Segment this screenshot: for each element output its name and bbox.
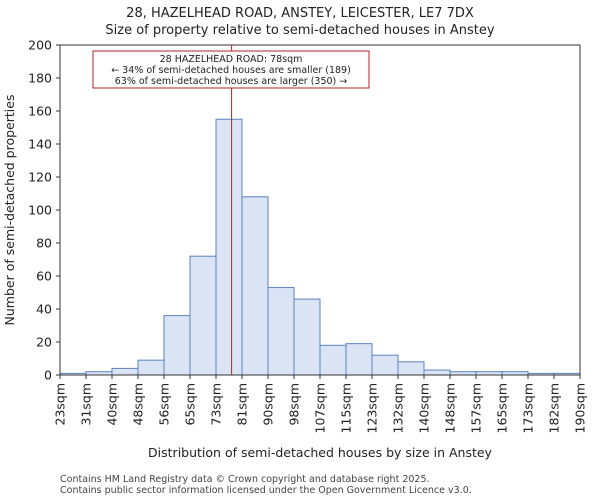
annotation-line-2: 63% of semi-detached houses are larger (… xyxy=(115,76,348,87)
chart-title-address: 28, HAZELHEAD ROAD, ANSTEY, LEICESTER, L… xyxy=(126,6,474,21)
y-tick-label-20: 20 xyxy=(36,335,52,350)
annotation-box xyxy=(92,50,370,89)
bar-90sqm xyxy=(267,287,295,376)
y-tick-label-180: 180 xyxy=(28,71,52,86)
y-tick-label-100: 100 xyxy=(28,203,52,218)
x-tick-label-123sqm: 123sqm xyxy=(365,383,380,433)
x-tick-label-56sqm: 56sqm xyxy=(157,383,172,426)
axes-group: 0 20 40 60 80 100 120 140 160 180 200 23sqm 31sqm 40s… xyxy=(28,38,587,434)
x-tick-label-140sqm: 140sqm xyxy=(417,383,432,433)
bar-48sqm xyxy=(137,359,165,376)
y-tick-label-200: 200 xyxy=(28,38,52,53)
x-tick-label-81sqm: 81sqm xyxy=(235,383,250,426)
x-tick-label-148sqm: 148sqm xyxy=(443,383,458,433)
bar-73sqm xyxy=(215,118,243,376)
x-tick-label-190sqm: 190sqm xyxy=(573,383,588,433)
x-tick-label-107sqm: 107sqm xyxy=(313,383,328,433)
y-tick-label-160: 160 xyxy=(28,104,52,119)
bar-81sqm xyxy=(241,196,269,376)
bar-115sqm xyxy=(345,343,373,376)
x-tick-label-23sqm: 23sqm xyxy=(53,383,68,426)
x-tick-label-73sqm: 73sqm xyxy=(209,383,224,426)
x-tick-label-65sqm: 65sqm xyxy=(183,383,198,426)
bar-123sqm xyxy=(371,354,399,376)
x-tick-label-157sqm: 157sqm xyxy=(469,383,484,433)
annotation-line-1: ← 34% of semi-detached houses are smalle… xyxy=(111,65,351,76)
bar-140sqm xyxy=(423,369,451,376)
y-tick-label-80: 80 xyxy=(36,236,52,251)
bar-40sqm xyxy=(111,367,139,376)
bar-56sqm xyxy=(163,315,191,376)
x-tick-label-40sqm: 40sqm xyxy=(105,383,120,426)
bar-107sqm xyxy=(319,344,347,376)
y-tick-label-140: 140 xyxy=(28,137,52,152)
x-tick-label-182sqm: 182sqm xyxy=(547,383,562,433)
y-tick-label-60: 60 xyxy=(36,269,52,284)
bar-98sqm xyxy=(293,298,321,376)
x-tick-label-48sqm: 48sqm xyxy=(131,383,146,426)
y-tick-label-120: 120 xyxy=(28,170,52,185)
annotation-line-0: 28 HAZELHEAD ROAD: 78sqm xyxy=(160,54,303,65)
x-tick-label-115sqm: 115sqm xyxy=(339,383,354,433)
bar-65sqm xyxy=(189,255,217,376)
y-tick-label-40: 40 xyxy=(36,302,52,317)
x-tick-label-165sqm: 165sqm xyxy=(495,383,510,433)
footer-licence-line: Contains public sector information licen… xyxy=(60,485,472,496)
x-tick-label-132sqm: 132sqm xyxy=(391,383,406,433)
bar-132sqm xyxy=(397,361,425,376)
bars-group xyxy=(59,118,581,376)
x-tick-label-173sqm: 173sqm xyxy=(521,383,536,433)
footer-copyright-line: Contains HM Land Registry data © Crown c… xyxy=(60,474,430,485)
y-axis-label: Number of semi-detached properties xyxy=(2,95,17,326)
chart-title-subtitle: Size of property relative to semi-detach… xyxy=(105,23,495,38)
x-tick-label-98sqm: 98sqm xyxy=(287,383,302,426)
x-axis-label: Distribution of semi-detached houses by … xyxy=(148,445,493,460)
annotation-group: 28 HAZELHEAD ROAD: 78sqm← 34% of semi-de… xyxy=(92,45,370,375)
x-tick-label-90sqm: 90sqm xyxy=(261,383,276,426)
y-tick-label-0: 0 xyxy=(44,368,52,383)
x-tick-label-31sqm: 31sqm xyxy=(79,383,94,426)
